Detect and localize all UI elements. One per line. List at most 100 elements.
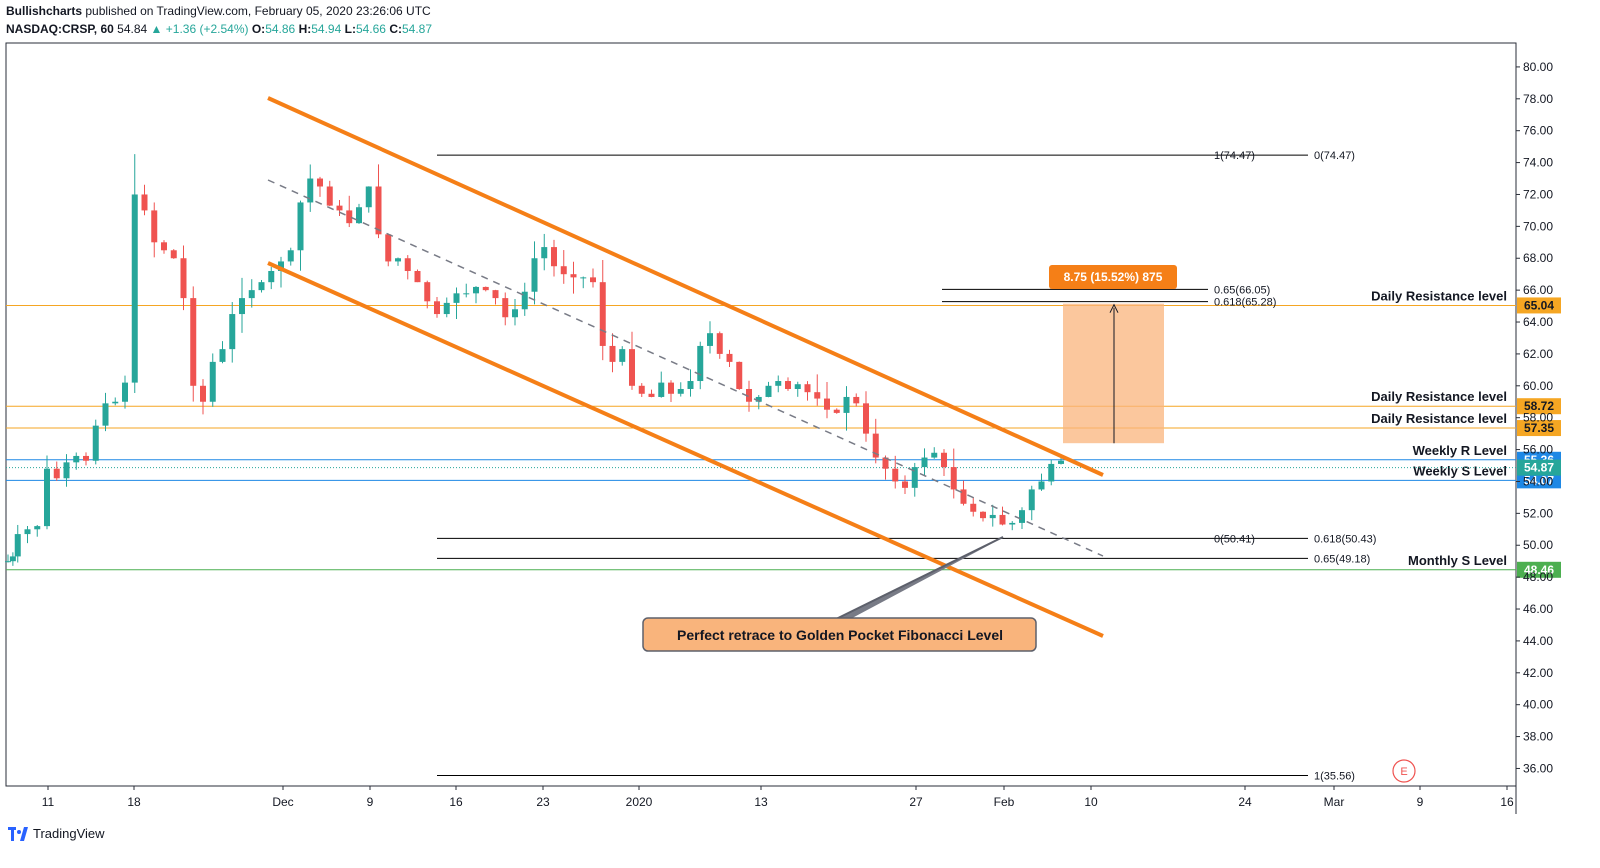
candle-body [239,298,245,315]
measure-label: 8.75 (15.52%) 875 [1064,270,1163,284]
x-tick-label: 9 [367,795,374,809]
candle-body [794,384,801,389]
candle-body [287,250,294,262]
y-tick-label: 48.00 [1523,570,1553,584]
y-tick-label: 74.00 [1523,156,1553,170]
candle-body [1048,463,1055,482]
y-tick-label: 66.00 [1523,283,1553,297]
candle-body [1009,522,1016,525]
candle-body [209,361,216,402]
y-tick-label: 44.00 [1523,634,1553,648]
candle-body [521,291,528,310]
candle-body [843,396,850,413]
measure-arrow-head [1109,303,1119,313]
candle-body [638,385,645,394]
candle-body [131,194,138,383]
candle-body [541,247,548,259]
price-tag [1517,472,1561,489]
author-name[interactable]: Bullishcharts [6,4,83,18]
time-axis[interactable]: 11 18 Dec 9 16 23 2020 13 27 Feb 10 24 Mar 9 16 [42,786,1514,809]
fib-label: 0.618(50.43) [1314,533,1376,545]
levels-layer: Daily Resistance level 65.04 Daily Resista… [6,288,1561,578]
candle-body [5,561,11,563]
measure-label-bg [1049,265,1177,289]
price-tag-label: 48.46 [1524,563,1554,577]
y-tick-label: 80.00 [1523,60,1553,74]
level-label: Weekly R Level [1413,443,1507,458]
fib-label: 0.65(49.18) [1314,553,1370,565]
y-tick-label: 64.00 [1523,315,1553,329]
x-tick-label: 24 [1238,795,1252,809]
price-tag-label: 58.72 [1524,399,1554,413]
x-tick-label: Feb [994,795,1015,809]
candle-body [668,382,674,394]
candle-body [677,388,684,394]
low-label: L: [344,22,356,36]
y-tick-label: 38.00 [1523,730,1553,744]
candle-body [648,393,655,397]
candle-body [707,333,713,346]
level-label: Weekly S Level [1413,463,1507,478]
candle-body [882,457,889,469]
y-tick-label: 68.00 [1523,251,1553,265]
candle-body [83,455,89,461]
current-price-tag [1517,459,1561,476]
channel-layer [267,96,1104,638]
fib-label: 1(74.47) [1214,150,1255,162]
published-info: published on TradingView.com, February 0… [85,4,431,18]
candle-body [570,274,577,278]
candle-body [980,511,986,519]
candle-body [482,286,489,291]
candle-body [902,481,908,488]
earnings-marker-circle [1392,759,1416,783]
y-tick-label: 52.00 [1523,506,1553,520]
candle-body [1019,510,1025,523]
candle-body [200,385,206,402]
candle-body [112,401,119,404]
candle-body [414,271,421,283]
open-label: O: [251,22,266,36]
candle-body [824,398,830,410]
candle-body [73,455,80,463]
tradingview-logo-icon [8,826,28,841]
candle-body [190,298,197,386]
footer-brand[interactable]: TradingView [8,826,105,841]
candle-body [453,293,460,303]
candle-body [960,489,967,504]
candle-body [716,333,723,354]
candle-body [989,514,996,519]
candle-body [775,381,782,386]
y-tick-label: 62.00 [1523,347,1553,361]
y-tick-label: 42.00 [1523,666,1553,680]
y-tick-label: 76.00 [1523,124,1553,138]
y-tick-label: 72.00 [1523,187,1553,201]
candle-body [1038,481,1045,490]
callout-pointer-line [831,536,1004,622]
y-tick-label: 56.00 [1523,443,1553,457]
candle-body [434,301,440,315]
current-price-tag-label: 54.87 [1524,461,1554,475]
fib-label: 0.618(65.28) [1214,297,1276,309]
candle-body [356,207,362,224]
candle-body [560,266,567,275]
candle-body [736,361,743,389]
symbol-name[interactable]: NASDAQ:CRSP, 60 [6,22,114,36]
candle-body [248,290,255,299]
candle-body [551,247,557,267]
candle-body [853,396,860,404]
x-tick-label: 13 [754,795,768,809]
candles-layer [5,154,1064,566]
high-label: H: [298,22,312,36]
publish-line: Bullishcharts published on TradingView.c… [6,4,431,18]
symbol-line: NASDAQ:CRSP, 60 54.84 ▲ +1.36 (+2.54%) O… [6,22,432,36]
x-tick-label: 23 [536,795,550,809]
close-value: 54.87 [401,22,433,36]
price-axis[interactable]: 80.00 78.00 76.00 74.00 72.00 70.00 68.00 66.00… [1516,60,1553,776]
candle-body [970,503,977,512]
price-tag [1517,420,1561,437]
candle-body [317,178,323,187]
candle-body [950,467,957,490]
candle-body [122,382,128,402]
candle-body [580,277,587,279]
